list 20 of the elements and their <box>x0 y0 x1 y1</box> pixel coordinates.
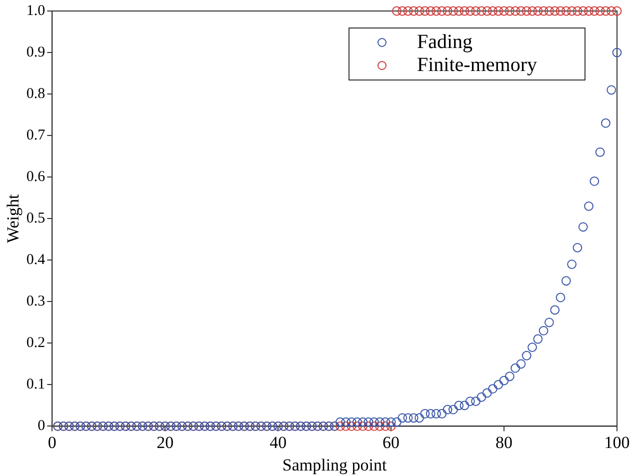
y-tick-label: 0 <box>38 418 46 434</box>
y-tick-label: 0.5 <box>26 210 46 227</box>
x-tick-label: 40 <box>270 432 287 452</box>
x-tick-label: 80 <box>496 432 513 452</box>
x-tick-label: 60 <box>382 432 400 452</box>
y-tick-label: 0.3 <box>26 294 46 310</box>
x-tick-label: 20 <box>156 432 174 452</box>
legend-label: Fading <box>417 30 473 53</box>
x-axis-title: Sampling point <box>282 455 388 474</box>
x-tick-label: 100 <box>604 432 630 452</box>
y-tick-label: 0.8 <box>26 86 46 102</box>
y-tick-label: 1.0 <box>26 2 46 19</box>
y-tick-label: 0.7 <box>26 127 46 144</box>
legend-label: Finite-memory <box>417 54 537 76</box>
y-tick-label: 0.9 <box>26 44 46 60</box>
y-axis-title: Weight <box>4 194 23 243</box>
y-tick-label: 0.4 <box>26 252 46 268</box>
y-tick-label: 0.2 <box>26 335 46 352</box>
y-tick-label: 0.1 <box>26 376 46 393</box>
y-tick-label: 0.6 <box>26 169 46 186</box>
